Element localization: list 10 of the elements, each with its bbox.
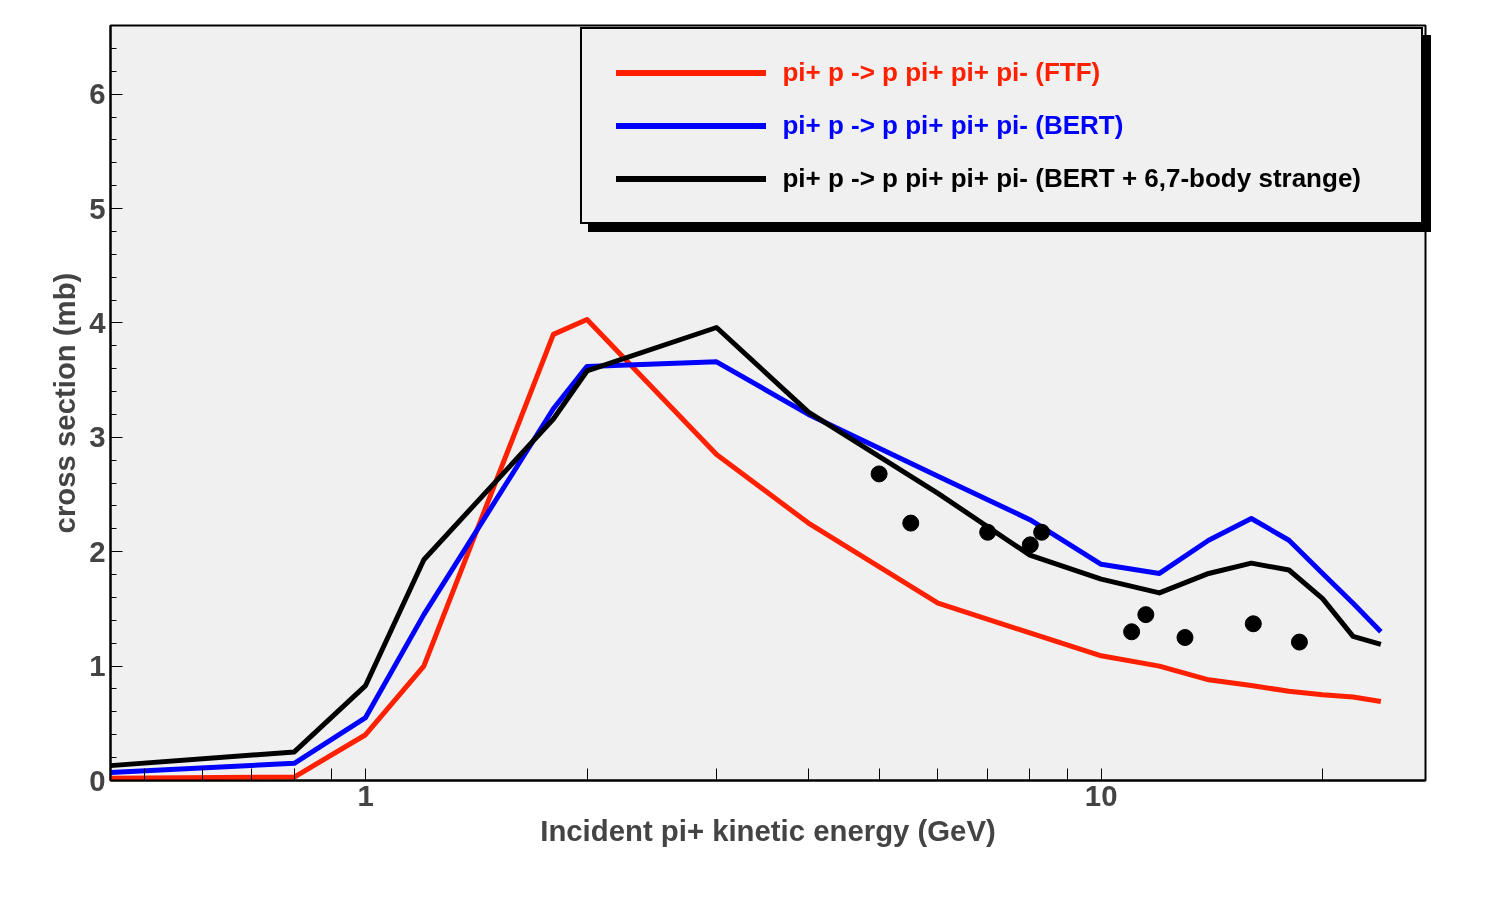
y-tick-label: 4 (89, 305, 107, 339)
y-axis-title: cross section (mb) (48, 272, 82, 534)
y-tick-label: 6 (89, 77, 106, 111)
y-tick-label: 3 (89, 420, 106, 454)
y-tick-label: 5 (89, 191, 106, 225)
y-tick-label: 2 (89, 534, 106, 568)
x-axis-title: Incident pi+ kinetic energy (GeV) (540, 813, 996, 847)
y-tick-label: 0 (89, 763, 106, 797)
x-tick-label: 10 (1084, 778, 1118, 812)
y-tick-label: 1 (89, 649, 106, 683)
